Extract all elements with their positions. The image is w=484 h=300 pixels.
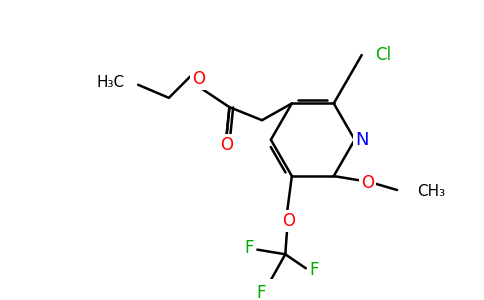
Text: CH₃: CH₃ <box>418 184 446 200</box>
Text: O: O <box>192 70 205 88</box>
Text: F: F <box>257 284 266 300</box>
Text: Cl: Cl <box>375 46 391 64</box>
Text: O: O <box>220 136 233 154</box>
Text: N: N <box>355 131 369 149</box>
Text: O: O <box>283 212 296 230</box>
Text: H₃C: H₃C <box>97 74 125 89</box>
Text: F: F <box>309 261 319 279</box>
Text: F: F <box>244 239 254 257</box>
Text: O: O <box>361 174 374 192</box>
